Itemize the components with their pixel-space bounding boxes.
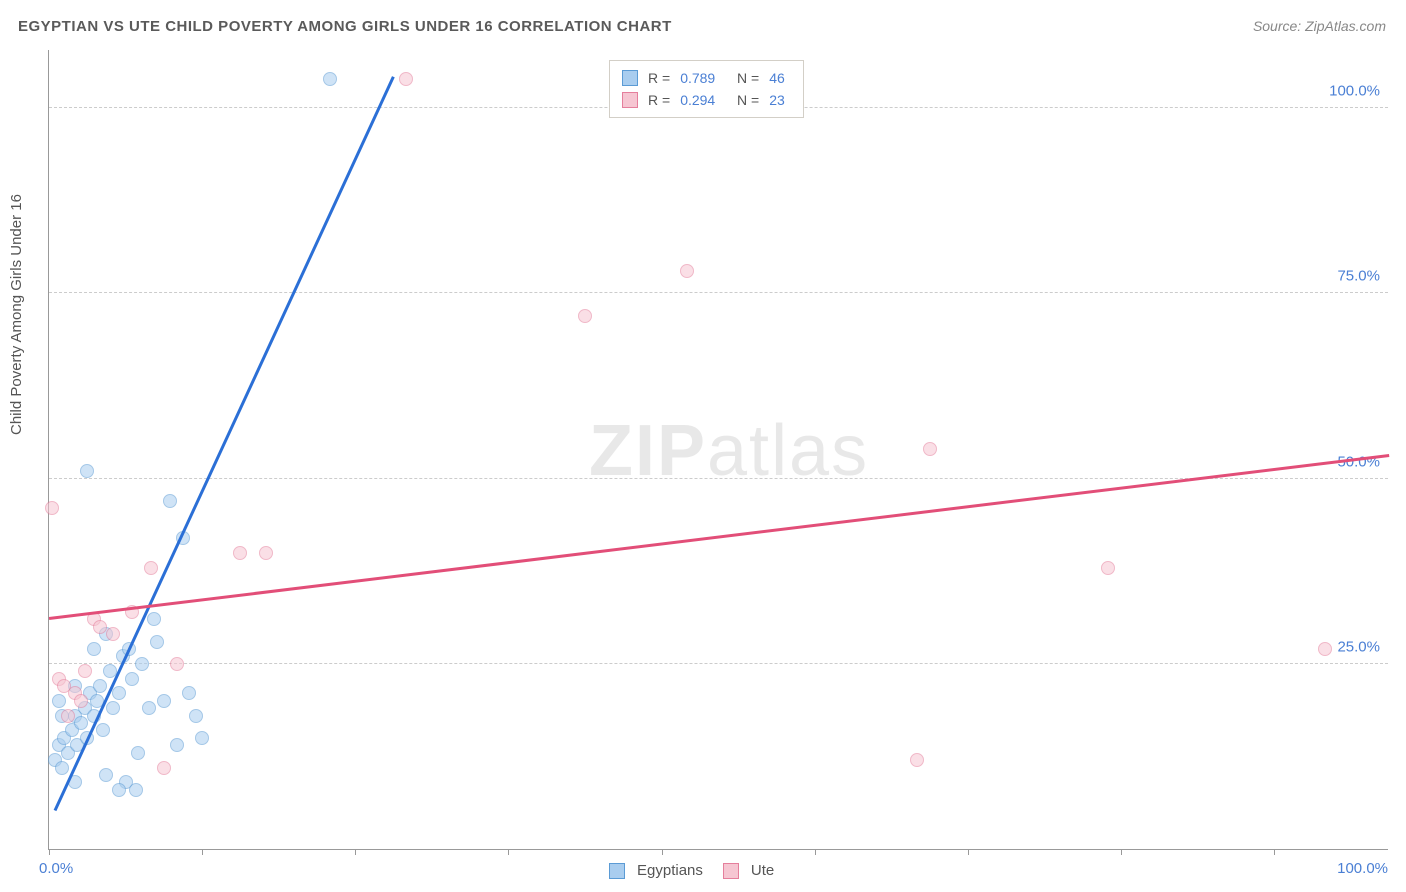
plot-area: ZIPatlas 25.0%50.0%75.0%100.0%0.0%100.0%…: [48, 50, 1388, 850]
legend-row: R =0.294 N =23: [622, 89, 791, 111]
source-label: Source: ZipAtlas.com: [1253, 18, 1386, 34]
x-tick: [662, 849, 663, 855]
data-point: [78, 664, 92, 678]
data-point: [147, 612, 161, 626]
x-tick: [968, 849, 969, 855]
x-tick-label: 0.0%: [39, 860, 73, 877]
data-point: [45, 501, 59, 515]
data-point: [74, 716, 88, 730]
gridline: [49, 292, 1388, 293]
data-point: [99, 768, 113, 782]
data-point: [189, 709, 203, 723]
data-point: [910, 753, 924, 767]
data-point: [170, 657, 184, 671]
data-point: [55, 761, 69, 775]
legend-swatch: [609, 863, 625, 879]
data-point: [170, 738, 184, 752]
x-tick: [1274, 849, 1275, 855]
x-tick-label: 100.0%: [1337, 860, 1388, 877]
data-point: [93, 620, 107, 634]
data-point: [195, 731, 209, 745]
data-point: [142, 701, 156, 715]
data-point: [125, 672, 139, 686]
data-point: [163, 494, 177, 508]
legend-swatch: [622, 70, 638, 86]
data-point: [52, 694, 66, 708]
x-tick: [1121, 849, 1122, 855]
legend-label: Ute: [751, 862, 774, 879]
n-value: 46: [769, 70, 785, 86]
trend-line: [49, 454, 1389, 619]
data-point: [150, 635, 164, 649]
n-value: 23: [769, 92, 785, 108]
data-point: [399, 72, 413, 86]
correlation-legend: R =0.789 N =46R =0.294 N =23: [609, 60, 804, 118]
data-point: [578, 309, 592, 323]
x-tick: [355, 849, 356, 855]
data-point: [233, 546, 247, 560]
y-tick-label: 100.0%: [1329, 83, 1380, 100]
data-point: [1101, 561, 1115, 575]
data-point: [87, 642, 101, 656]
legend-label: Egyptians: [637, 862, 703, 879]
data-point: [129, 783, 143, 797]
data-point: [80, 464, 94, 478]
data-point: [1318, 642, 1332, 656]
chart-title: EGYPTIAN VS UTE CHILD POVERTY AMONG GIRL…: [18, 18, 672, 35]
data-point: [131, 746, 145, 760]
x-tick: [508, 849, 509, 855]
trend-line: [54, 77, 395, 812]
y-tick-label: 25.0%: [1337, 638, 1380, 655]
data-point: [182, 686, 196, 700]
data-point: [157, 694, 171, 708]
data-point: [135, 657, 149, 671]
data-point: [93, 679, 107, 693]
watermark: ZIPatlas: [589, 410, 869, 492]
data-point: [96, 723, 110, 737]
x-tick: [815, 849, 816, 855]
y-axis-label: Child Poverty Among Girls Under 16: [8, 194, 25, 435]
data-point: [923, 442, 937, 456]
data-point: [61, 709, 75, 723]
data-point: [144, 561, 158, 575]
gridline: [49, 663, 1388, 664]
r-value: 0.789: [680, 70, 715, 86]
legend-row: R =0.789 N =46: [622, 67, 791, 89]
r-value: 0.294: [680, 92, 715, 108]
data-point: [157, 761, 171, 775]
x-tick: [202, 849, 203, 855]
data-point: [106, 701, 120, 715]
series-legend: Egyptians Ute: [609, 862, 774, 879]
data-point: [112, 783, 126, 797]
data-point: [680, 264, 694, 278]
x-tick: [49, 849, 50, 855]
data-point: [106, 627, 120, 641]
data-point: [112, 686, 126, 700]
data-point: [74, 694, 88, 708]
legend-item: Ute: [723, 862, 774, 879]
legend-item: Egyptians: [609, 862, 703, 879]
y-tick-label: 75.0%: [1337, 268, 1380, 285]
data-point: [259, 546, 273, 560]
data-point: [323, 72, 337, 86]
legend-swatch: [723, 863, 739, 879]
legend-swatch: [622, 92, 638, 108]
